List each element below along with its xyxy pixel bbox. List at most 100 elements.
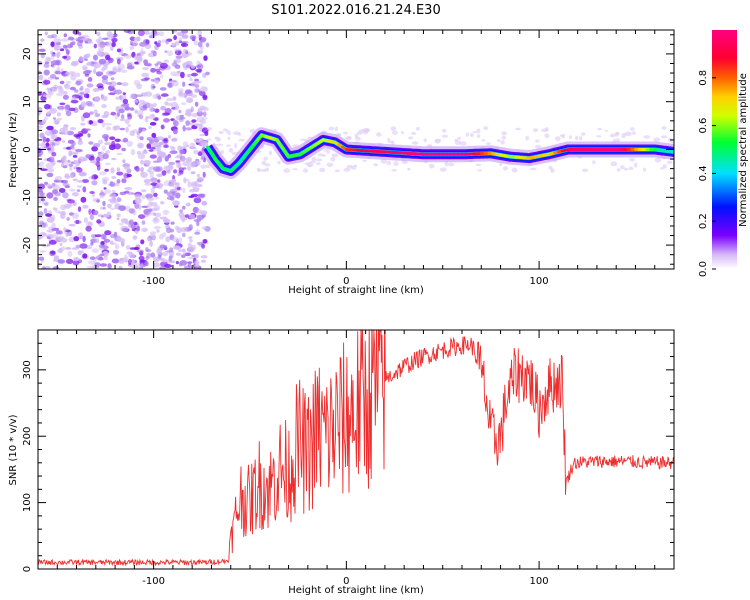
noise-speck xyxy=(154,142,159,147)
haze-speck xyxy=(355,136,361,141)
noise-speck xyxy=(164,50,168,53)
noise-speck xyxy=(96,156,101,163)
noise-speck xyxy=(190,182,198,188)
noise-speck xyxy=(97,40,101,47)
noise-speck xyxy=(39,250,46,253)
noise-speck xyxy=(101,104,107,109)
noise-speck xyxy=(99,253,105,257)
noise-speck xyxy=(202,107,209,111)
noise-speck xyxy=(60,204,67,211)
haze-speck xyxy=(345,136,352,141)
noise-speck xyxy=(74,89,79,93)
chart-title: S101.2022.016.21.24.E30 xyxy=(271,3,440,18)
haze-speck xyxy=(343,131,348,135)
noise-speck xyxy=(50,250,56,255)
noise-speck xyxy=(164,155,169,162)
haze-speck xyxy=(454,140,462,145)
noise-speck xyxy=(82,235,86,243)
noise-speck xyxy=(69,166,73,171)
noise-speck xyxy=(194,101,199,107)
haze-speck xyxy=(441,134,448,138)
haze-speck xyxy=(351,165,357,170)
noise-speck xyxy=(81,38,88,41)
haze-speck xyxy=(234,143,238,148)
noise-speck xyxy=(110,242,118,245)
noise-speck xyxy=(101,75,109,80)
noise-speck xyxy=(156,136,165,141)
noise-speck xyxy=(72,30,80,35)
noise-speck xyxy=(89,111,94,115)
noise-speck xyxy=(71,212,79,219)
noise-speck xyxy=(141,205,149,208)
noise-speck xyxy=(49,86,58,92)
noise-speck xyxy=(69,127,77,131)
noise-speck xyxy=(146,103,154,109)
noise-speck xyxy=(149,231,157,235)
noise-speck xyxy=(137,30,145,37)
noise-speck xyxy=(189,188,195,193)
noise-speck xyxy=(146,32,155,35)
noise-speck xyxy=(157,156,163,163)
noise-speck xyxy=(117,63,125,70)
haze-speck xyxy=(205,164,211,169)
haze-speck xyxy=(465,132,469,137)
noise-speck xyxy=(134,193,142,199)
noise-speck xyxy=(130,224,136,230)
noise-speck xyxy=(76,180,83,183)
noise-speck xyxy=(127,114,133,120)
haze-speck xyxy=(410,132,417,135)
noise-speck xyxy=(46,243,51,247)
noise-speck xyxy=(52,189,58,195)
noise-speck xyxy=(54,70,62,75)
noise-speck xyxy=(44,130,53,136)
noise-speck xyxy=(193,197,202,204)
noise-speck xyxy=(62,91,68,95)
x-tick-label: 100 xyxy=(530,276,549,287)
noise-speck xyxy=(95,238,100,244)
noise-speck xyxy=(125,126,129,133)
noise-speck xyxy=(105,54,111,61)
noise-speck xyxy=(65,185,71,188)
noise-speck xyxy=(105,126,112,131)
noise-speck xyxy=(38,92,42,96)
noise-speck xyxy=(147,235,153,242)
haze-speck xyxy=(323,149,329,152)
noise-speck xyxy=(205,42,210,48)
noise-speck xyxy=(199,119,207,125)
noise-speck xyxy=(175,58,182,64)
noise-speck xyxy=(159,74,164,79)
noise-speck xyxy=(177,145,183,152)
haze-speck xyxy=(391,169,397,172)
noise-speck xyxy=(198,34,202,41)
noise-speck xyxy=(146,168,152,173)
noise-speck xyxy=(38,143,41,146)
noise-speck xyxy=(168,161,176,166)
noise-speck xyxy=(116,197,122,203)
noise-speck xyxy=(178,92,187,98)
haze-speck xyxy=(256,167,261,172)
noise-speck xyxy=(201,226,207,230)
noise-speck xyxy=(43,79,51,85)
noise-speck xyxy=(157,179,161,183)
noise-speck xyxy=(188,214,196,219)
haze-speck xyxy=(386,160,392,166)
noise-speck xyxy=(113,143,121,150)
noise-speck xyxy=(62,165,68,169)
noise-speck xyxy=(196,64,202,69)
noise-speck xyxy=(98,47,105,52)
noise-speck xyxy=(176,227,183,234)
noise-speck xyxy=(110,77,115,81)
noise-speck xyxy=(174,41,180,46)
noise-speck xyxy=(158,31,165,37)
noise-speck xyxy=(197,151,203,156)
noise-speck xyxy=(90,241,94,246)
noise-speck xyxy=(40,142,46,148)
noise-speck xyxy=(56,51,61,57)
colorbar-tick-label: 0.8 xyxy=(698,70,709,86)
noise-speck xyxy=(82,186,87,193)
noise-speck xyxy=(181,52,189,58)
noise-speck xyxy=(197,49,204,55)
noise-speck xyxy=(147,211,156,216)
noise-speck xyxy=(139,51,144,57)
haze-speck xyxy=(393,161,399,167)
